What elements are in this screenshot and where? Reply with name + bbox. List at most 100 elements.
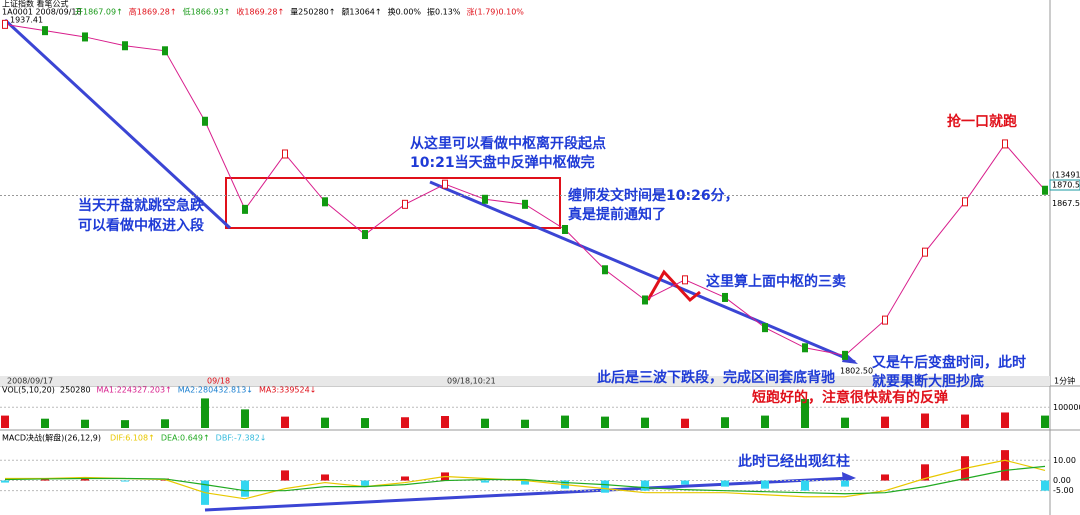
y-tick-label: -5.00 [1053,486,1074,495]
macd-bar [481,480,489,483]
legend-item: MA1:224327.203↑ [97,386,172,395]
candle [242,204,248,214]
volume-bar [81,419,89,428]
legend-item: 250280 [60,386,91,395]
annotation: 又是午后变盘时间，此时 [872,354,1026,371]
candle [162,46,168,56]
candle [322,197,328,207]
volume-bar [321,417,329,428]
macd-bar [401,476,409,481]
x-tick-label: 2008/09/17 [7,377,53,386]
macd-bar [81,478,89,481]
volume-bar [121,420,129,428]
quote-item: 量250280↑ [290,8,335,17]
header-title: 上证指数 看笔公式 [2,0,69,9]
candle [802,343,808,353]
candle [2,19,8,29]
annotation: 此后是三波下跌段，完成区间套底背驰 [597,369,835,386]
macd-bar [601,480,609,493]
candle [922,247,928,257]
candle [842,350,848,360]
y-tick-label: 10.00 [1053,456,1076,465]
last-price: 1870.59 [1052,181,1080,190]
annotation: 可以看做中枢进入段 [78,217,204,234]
trend-line [429,180,856,364]
volume-bar [601,416,609,428]
annotation: 这里算上面中枢的三卖 [706,273,846,290]
annotation: 真是提前通知了 [568,206,666,223]
macd-bar [321,474,329,481]
volume-bar [201,398,209,428]
volume-bar [41,418,49,428]
candle [442,179,448,189]
candle [1042,185,1048,195]
header-code: 1A0001 2008/09/18 [2,8,82,17]
volume-bar [161,419,169,428]
candle [482,194,488,204]
volume-bar [1041,415,1049,428]
candle [962,197,968,207]
annotation: 此时已经出现红柱 [738,453,850,470]
macd-bar [1041,480,1049,491]
y-tick-label: 1867.5 [1052,199,1080,208]
quote-item: 开1867.09↑ [75,8,123,17]
volume-bar [841,417,849,428]
volume-bar [881,416,889,428]
volume-bar [521,419,529,428]
candle [882,315,888,325]
macd-bar [801,480,809,491]
volume-bar [441,416,449,428]
quote-item: 换0.00% [388,7,422,17]
x-tick-label: 09/18,10:21 [447,377,496,386]
quote-item: 低1866.93↑ [183,7,231,17]
quote-item: 收1869.28↑ [236,7,284,17]
candle [202,116,208,126]
last-price-box [1049,179,1080,191]
macd-bar [121,480,129,482]
macd-bar [681,480,689,485]
y-tick-label: 0.00 [1053,476,1071,485]
volume-bar [761,415,769,428]
volume-bar [561,415,569,428]
candle [42,26,48,36]
candle [402,199,408,209]
candle [602,265,608,275]
quote: 开1867.09↑ 高1869.28↑ 低1866.93↑ 收1869.28↑ 量250… [75,7,524,17]
legend-item: MA3:339524↓ [259,386,316,395]
candle [522,199,528,209]
x-tick-label: 09/18 [207,377,230,386]
volume-bar [961,414,969,428]
annotation: 抢一口就跑 [947,113,1017,130]
quote-item: 涨(1.79)0.10% [466,7,524,17]
annotation: 缠师发文时间是10:26分， [568,187,739,204]
legend-item: MA2:280432.813↓ [178,386,253,395]
annotation: 当天开盘就跳空急跌 [78,197,205,214]
volume-bar [721,417,729,428]
macd-bar [41,479,49,481]
annotation: 从这里可以看做中枢离开段起点 [410,135,606,152]
volume-bar [1,415,9,428]
candle [642,295,648,305]
trend-line [3,18,232,230]
legend-item: DEA:0.649↑ [161,434,210,443]
macd-arrow [204,476,851,512]
macd-bar [841,480,849,487]
volume-bar [401,417,409,428]
annotation: 就要果断大胆抄底 [872,373,984,390]
volume-bar [241,409,249,428]
annotation: 短跑好的，注意很快就有的反弹 [752,389,948,406]
candle [762,323,768,333]
candle [122,41,128,51]
indicator-line [4,465,1046,495]
volume-bar [1001,412,1009,428]
macd-bar [641,480,649,491]
y-tick-label: 100000 [1053,403,1080,412]
macd-bar [521,480,529,485]
macd-bar [241,480,249,497]
third-sell-mark [646,269,701,303]
low-label: 1802.50 [840,367,873,376]
candle [562,224,568,234]
candle [722,292,728,302]
